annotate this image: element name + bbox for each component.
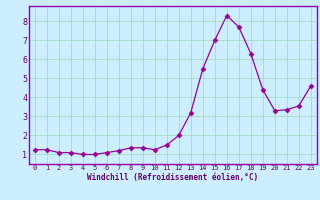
X-axis label: Windchill (Refroidissement éolien,°C): Windchill (Refroidissement éolien,°C) — [87, 173, 258, 182]
